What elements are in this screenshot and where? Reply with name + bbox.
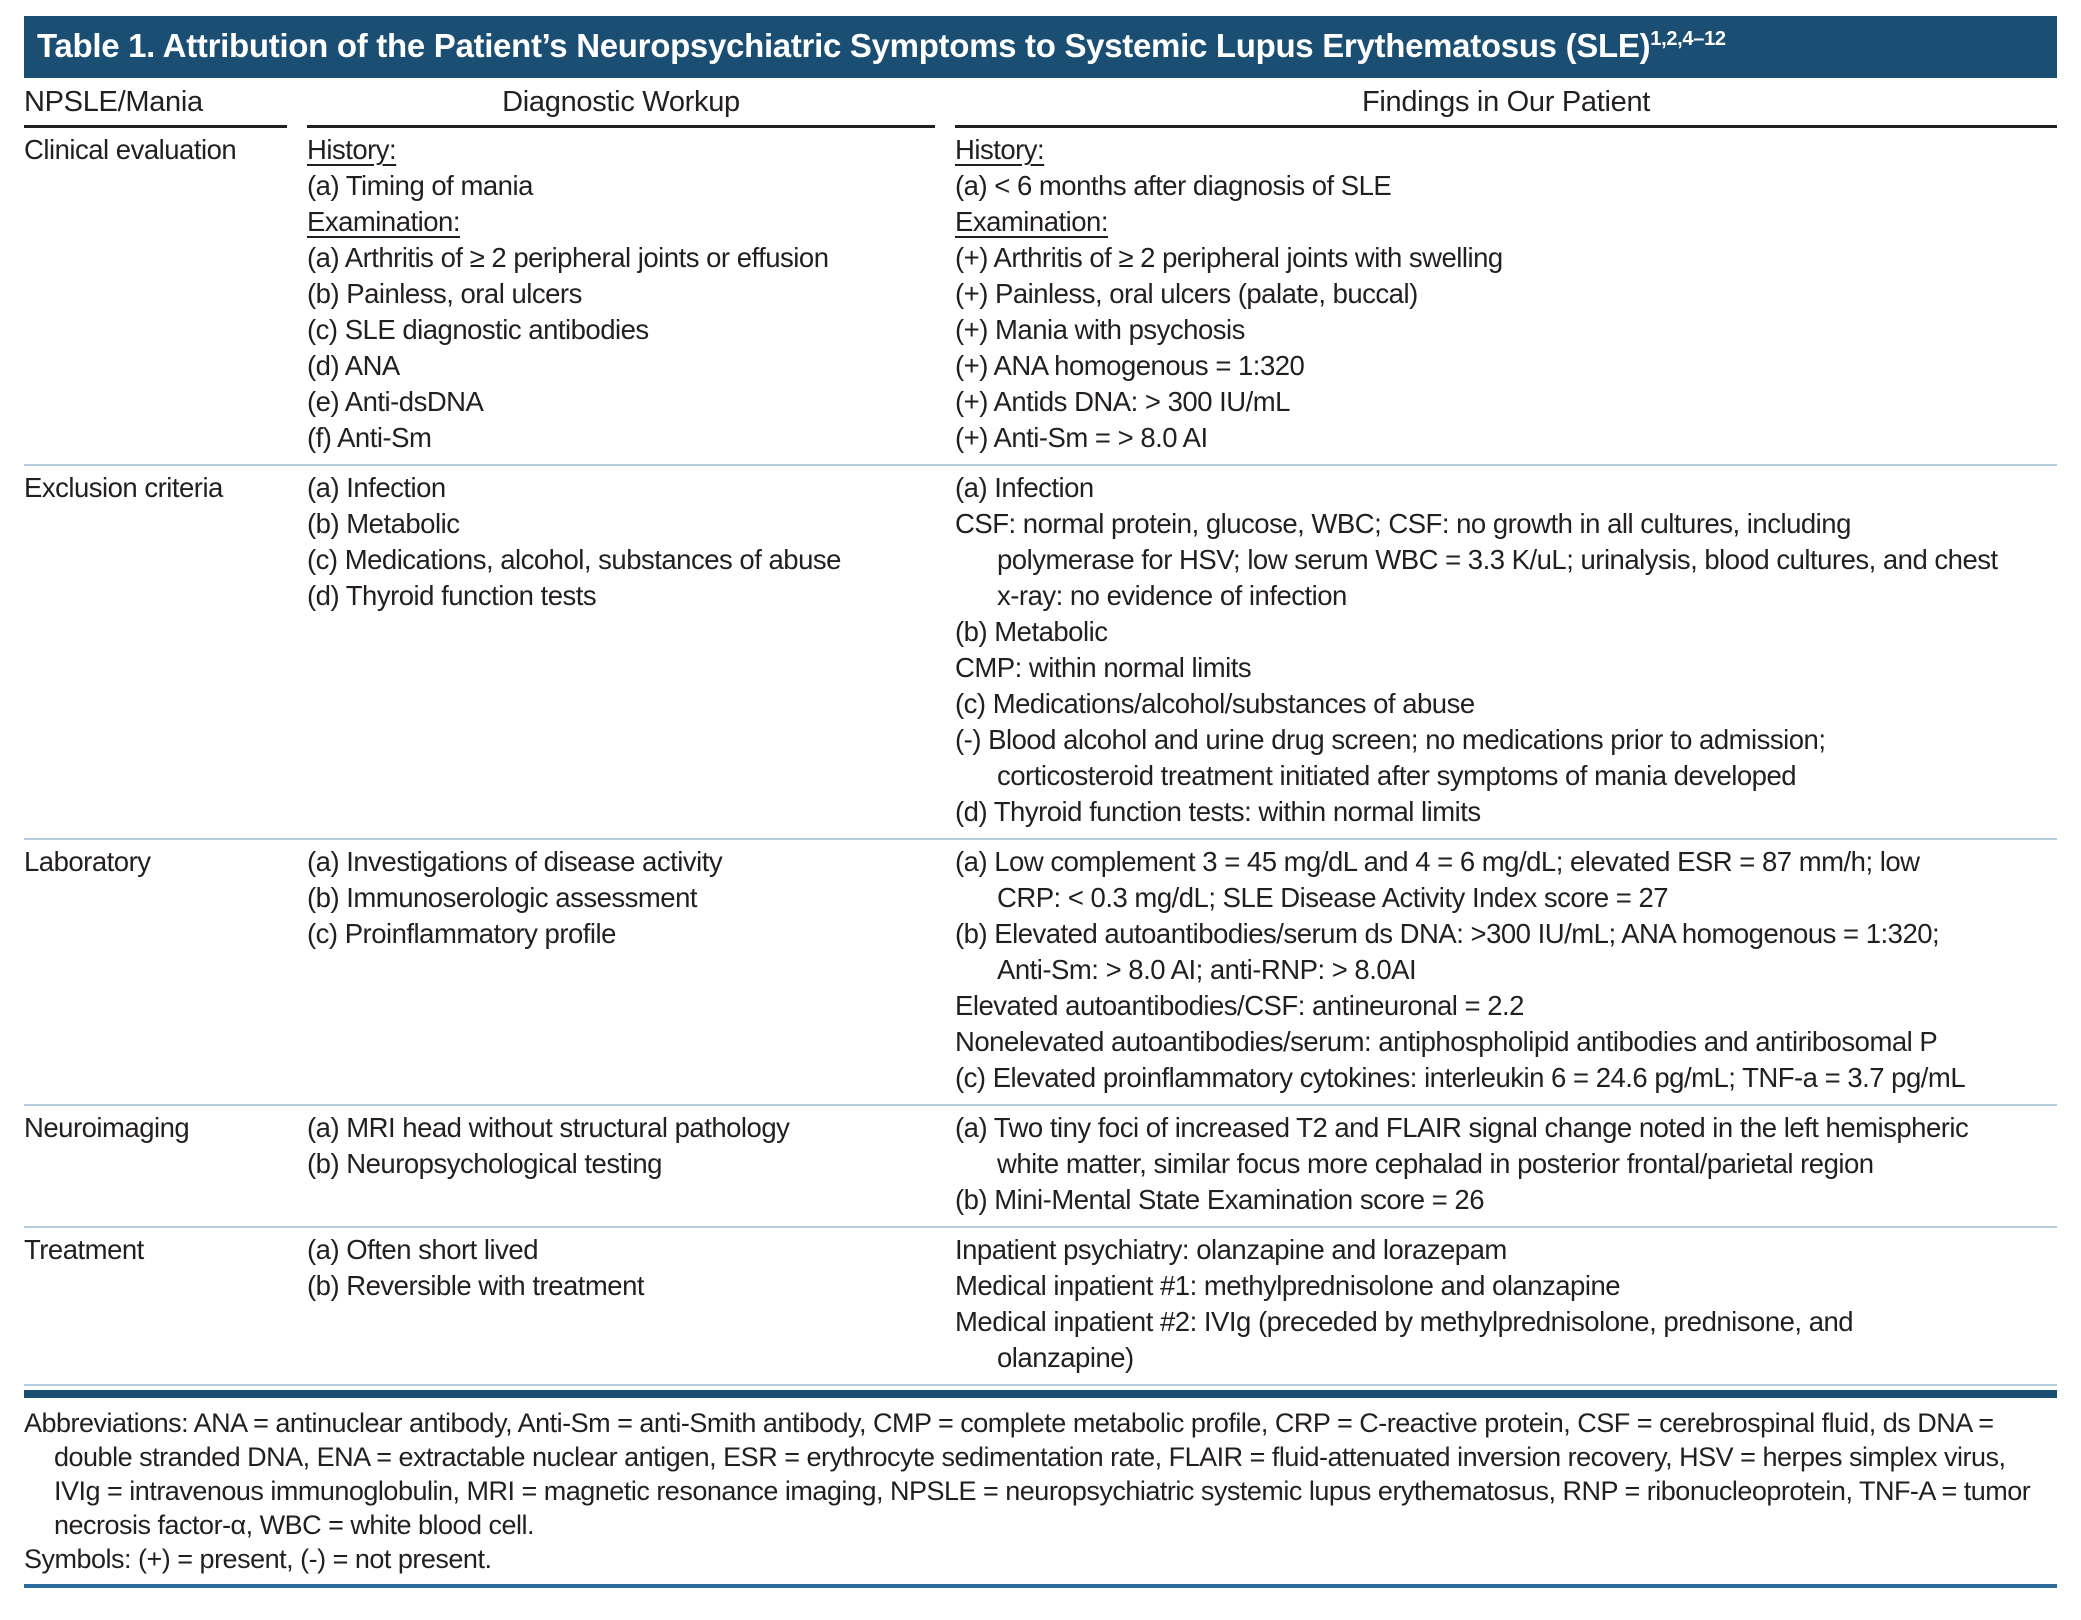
table-row: Clinical evaluation History: (a) Timing of… xyxy=(24,128,2057,465)
attribution-table: NPSLE/Mania Diagnostic Workup Findings i… xyxy=(24,84,2057,1384)
cell-line: (c) Medications/alcohol/substances of ab… xyxy=(955,688,1475,719)
row-label: Clinical evaluation xyxy=(24,134,237,165)
cell-line: (b) Metabolic xyxy=(307,508,460,539)
cell-line: (b) Painless, oral ulcers xyxy=(307,278,582,309)
cell-line: (b) Mini-Mental State Examination score … xyxy=(955,1184,1485,1215)
cell-line: (a) Low complement 3 = 45 mg/dL and 4 = … xyxy=(955,846,1920,877)
cell-line: Inpatient psychiatry: olanzapine and lor… xyxy=(955,1234,1507,1265)
table-title-citations: 1,2,4–12 xyxy=(1650,28,1726,50)
cell-line: (c) SLE diagnostic antibodies xyxy=(307,314,649,345)
bottom-rule xyxy=(24,1584,2057,1588)
row-label: Treatment xyxy=(24,1234,144,1265)
light-divider xyxy=(24,1384,2057,1390)
cell-line: (e) Anti-dsDNA xyxy=(307,386,484,417)
row-label-cell: Clinical evaluation xyxy=(24,128,307,465)
diagnostic-workup-cell: (a) Often short lived (b) Reversible with… xyxy=(307,1226,955,1384)
cell-line: (a) Often short lived xyxy=(307,1234,538,1265)
row-label-cell: Exclusion criteria xyxy=(24,464,307,839)
cell-line: (c) Proinflammatory profile xyxy=(307,918,616,949)
column-header-npsle-mania: NPSLE/Mania xyxy=(24,84,307,128)
findings-cell: History: (a) < 6 months after diagnosis o… xyxy=(955,128,2057,465)
cell-line: (a) < 6 months after diagnosis of SLE xyxy=(955,170,1392,201)
table-row: Treatment (a) Often short lived (b) Revers… xyxy=(24,1226,2057,1384)
cell-line: (a) Infection xyxy=(955,472,1094,503)
column-header-row: NPSLE/Mania Diagnostic Workup Findings i… xyxy=(24,84,2057,128)
cell-line: (a) Investigations of disease activity xyxy=(307,846,723,877)
cell-line: (d) Thyroid function tests: within norma… xyxy=(955,796,1481,827)
cell-line: white matter, similar focus more cephala… xyxy=(997,1148,1874,1179)
cell-line: Medical inpatient #1: methylprednisolone… xyxy=(955,1270,1621,1301)
cell-line: (+) Painless, oral ulcers (palate, bucca… xyxy=(955,278,1418,309)
row-label: Laboratory xyxy=(24,846,151,877)
cell-line: (d) ANA xyxy=(307,350,400,381)
cell-line: (+) Arthritis of ≥ 2 peripheral joints w… xyxy=(955,242,1503,273)
row-label-cell: Laboratory xyxy=(24,838,307,1105)
row-label: Exclusion criteria xyxy=(24,472,223,503)
footnotes: Abbreviations: ANA = antinuclear antibod… xyxy=(24,1406,2057,1576)
cell-line: CMP: within normal limits xyxy=(955,652,1252,683)
cell-line: (a) Two tiny foci of increased T2 and FL… xyxy=(955,1112,1969,1143)
cell-line: polymerase for HSV; low serum WBC = 3.3 … xyxy=(997,544,1998,575)
cell-line: Elevated autoantibodies/CSF: antineurona… xyxy=(955,990,1524,1021)
table-row: Neuroimaging (a) MRI head without structu… xyxy=(24,1104,2057,1227)
cell-line: (c) Elevated proinflammatory cytokines: … xyxy=(955,1062,1966,1093)
findings-cell: (a) Infection CSF: normal protein, glucos… xyxy=(955,464,2057,839)
cell-line: (a) Infection xyxy=(307,472,446,503)
cell-line: (a) Timing of mania xyxy=(307,170,533,201)
cell-line: (b) Elevated autoantibodies/serum ds DNA… xyxy=(955,918,1940,949)
cell-line: (a) Arthritis of ≥ 2 peripheral joints o… xyxy=(307,242,829,273)
diagnostic-workup-cell: (a) Investigations of disease activity (b… xyxy=(307,838,955,1105)
cell-line: (+) Anti-Sm = > 8.0 AI xyxy=(955,422,1208,453)
cell-line: CRP: < 0.3 mg/dL; SLE Disease Activity I… xyxy=(997,882,1669,913)
row-label: Neuroimaging xyxy=(24,1112,190,1143)
cell-line: (d) Thyroid function tests xyxy=(307,580,597,611)
cell-line: (f) Anti-Sm xyxy=(307,422,432,453)
cell-line: (b) Immunoserologic assessment xyxy=(307,882,698,913)
cell-line: CSF: normal protein, glucose, WBC; CSF: … xyxy=(955,508,1851,539)
table-row: Laboratory (a) Investigations of disease … xyxy=(24,838,2057,1105)
cell-line: Nonelevated autoantibodies/serum: antiph… xyxy=(955,1026,1938,1057)
cell-line: (+) Mania with psychosis xyxy=(955,314,1245,345)
cell-line: (+) ANA homogenous = 1:320 xyxy=(955,350,1305,381)
cell-line: History: xyxy=(955,134,1045,165)
diagnostic-workup-cell: History: (a) Timing of mania Examination: (… xyxy=(307,128,955,465)
cell-line: (b) Metabolic xyxy=(955,616,1108,647)
thick-divider xyxy=(24,1390,2057,1398)
symbols-note: Symbols: (+) = present, (-) = not presen… xyxy=(24,1544,492,1574)
cell-line: Medical inpatient #2: IVIg (preceded by … xyxy=(955,1306,1854,1337)
row-label-cell: Treatment xyxy=(24,1226,307,1384)
cell-line: (b) Neuropsychological testing xyxy=(307,1148,662,1179)
table-row: Exclusion criteria (a) Infection (b) Metab… xyxy=(24,464,2057,839)
findings-cell: (a) Two tiny foci of increased T2 and FL… xyxy=(955,1104,2057,1227)
cell-line: (+) Antids DNA: > 300 IU/mL xyxy=(955,386,1290,417)
diagnostic-workup-cell: (a) Infection (b) Metabolic (c) Medication… xyxy=(307,464,955,839)
row-label-cell: Neuroimaging xyxy=(24,1104,307,1227)
table-title-bar: Table 1. Attribution of the Patient’s Ne… xyxy=(24,16,2057,78)
cell-line: History: xyxy=(307,134,397,165)
column-header-diagnostic-workup: Diagnostic Workup xyxy=(307,84,955,128)
table-title: Table 1. Attribution of the Patient’s Ne… xyxy=(37,27,1651,64)
abbreviations-note: Abbreviations: ANA = antinuclear antibod… xyxy=(24,1408,2031,1540)
cell-line: (a) MRI head without structural patholog… xyxy=(307,1112,790,1143)
cell-line: x-ray: no evidence of infection xyxy=(997,580,1347,611)
table-body: Clinical evaluation History: (a) Timing of… xyxy=(24,128,2057,1384)
findings-cell: (a) Low complement 3 = 45 mg/dL and 4 = … xyxy=(955,838,2057,1105)
column-header-findings: Findings in Our Patient xyxy=(955,84,2057,128)
diagnostic-workup-cell: (a) MRI head without structural patholog… xyxy=(307,1104,955,1227)
cell-line: (c) Medications, alcohol, substances of … xyxy=(307,544,841,575)
cell-line: (b) Reversible with treatment xyxy=(307,1270,645,1301)
findings-cell: Inpatient psychiatry: olanzapine and lor… xyxy=(955,1226,2057,1384)
cell-line: (-) Blood alcohol and urine drug screen;… xyxy=(955,724,1826,755)
cell-line: Anti-Sm: > 8.0 AI; anti-RNP: > 8.0AI xyxy=(997,954,1417,985)
cell-line: Examination: xyxy=(307,206,460,237)
cell-line: corticosteroid treatment initiated after… xyxy=(997,760,1797,791)
cell-line: olanzapine) xyxy=(997,1342,1134,1373)
cell-line: Examination: xyxy=(955,206,1108,237)
